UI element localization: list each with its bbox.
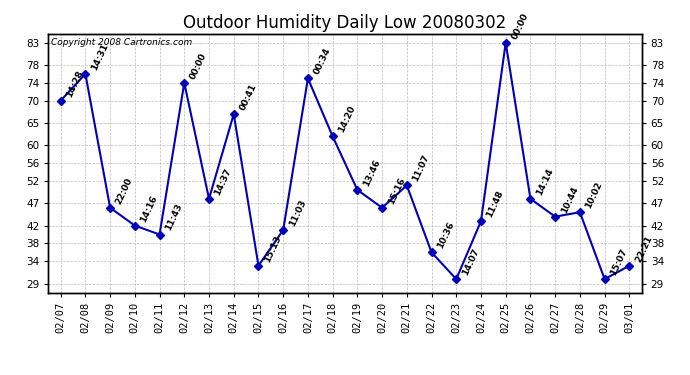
Text: Copyright 2008 Cartronics.com: Copyright 2008 Cartronics.com bbox=[51, 38, 193, 46]
Text: 14:14: 14:14 bbox=[535, 166, 555, 196]
Text: 15:13: 15:13 bbox=[263, 234, 283, 264]
Text: 11:03: 11:03 bbox=[287, 198, 308, 228]
Text: 14:28: 14:28 bbox=[65, 69, 85, 99]
Text: 10:02: 10:02 bbox=[584, 180, 604, 210]
Text: 22:21: 22:21 bbox=[633, 234, 653, 264]
Text: 11:48: 11:48 bbox=[485, 189, 506, 219]
Text: 22:00: 22:00 bbox=[115, 176, 135, 206]
Text: 10:36: 10:36 bbox=[435, 220, 456, 250]
Text: 00:41: 00:41 bbox=[238, 82, 258, 112]
Text: 14:07: 14:07 bbox=[460, 247, 481, 277]
Text: 10:44: 10:44 bbox=[560, 184, 580, 214]
Text: 14:37: 14:37 bbox=[213, 166, 233, 196]
Title: Outdoor Humidity Daily Low 20080302: Outdoor Humidity Daily Low 20080302 bbox=[184, 14, 506, 32]
Text: 14:31: 14:31 bbox=[90, 42, 110, 72]
Text: 00:00: 00:00 bbox=[510, 11, 530, 40]
Text: 11:07: 11:07 bbox=[411, 153, 431, 183]
Text: 11:43: 11:43 bbox=[164, 202, 184, 232]
Text: 14:16: 14:16 bbox=[139, 194, 159, 224]
Text: 14:20: 14:20 bbox=[337, 105, 357, 134]
Text: 00:00: 00:00 bbox=[188, 51, 208, 81]
Text: 15:16: 15:16 bbox=[386, 176, 406, 206]
Text: 15:07: 15:07 bbox=[609, 247, 629, 277]
Text: 13:46: 13:46 bbox=[362, 158, 382, 188]
Text: 00:34: 00:34 bbox=[312, 46, 333, 76]
